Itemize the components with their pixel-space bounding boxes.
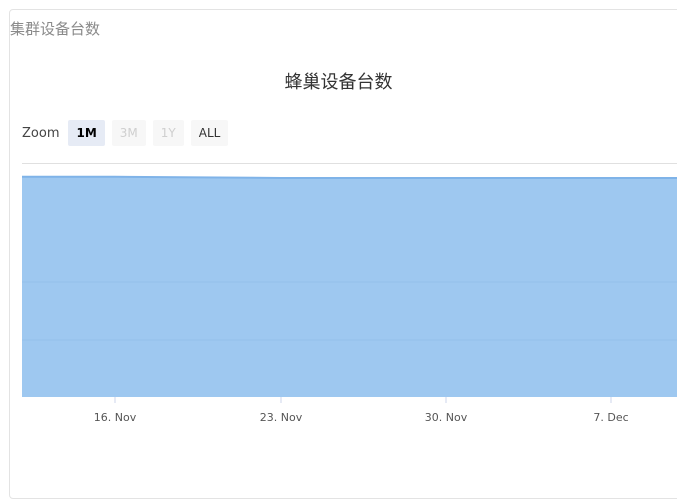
x-tick-label: 7. Dec bbox=[593, 411, 628, 424]
zoom-1m-button[interactable]: 1M bbox=[68, 120, 105, 146]
series-area bbox=[22, 176, 677, 397]
zoom-all-button[interactable]: ALL bbox=[190, 120, 229, 146]
zoom-selector: Zoom 1M 3M 1Y ALL bbox=[22, 119, 235, 147]
x-axis: 16. Nov 23. Nov 30. Nov 7. Dec bbox=[94, 397, 629, 424]
series-line bbox=[22, 175, 677, 179]
zoom-label: Zoom bbox=[22, 125, 60, 141]
x-tick-label: 16. Nov bbox=[94, 411, 137, 424]
chart-title: 蜂巢设备台数 bbox=[284, 72, 393, 93]
chart-divider bbox=[22, 163, 677, 164]
x-tick-label: 23. Nov bbox=[260, 411, 303, 424]
x-tick-label: 30. Nov bbox=[425, 411, 468, 424]
zoom-1y-button: 1Y bbox=[152, 120, 184, 146]
area-chart: 16. Nov 23. Nov 30. Nov 7. Dec bbox=[22, 175, 677, 424]
panel-title: 集群设备台数 bbox=[10, 20, 101, 38]
zoom-3m-button: 3M bbox=[111, 120, 146, 146]
